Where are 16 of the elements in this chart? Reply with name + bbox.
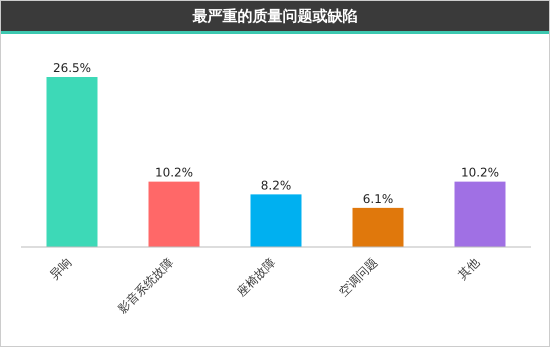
bar — [250, 194, 302, 247]
data-label: 10.2% — [460, 166, 500, 180]
chart-title: 最严重的质量问题或缺陷 — [192, 6, 358, 26]
x-tick-label: 异响 — [47, 255, 74, 282]
data-label: 10.2% — [154, 166, 194, 180]
x-tick-label: 影音系统故障 — [115, 255, 176, 316]
bar — [352, 208, 404, 247]
x-tick-label: 座椅故障 — [234, 255, 278, 300]
bar — [46, 77, 98, 247]
data-label: 6.1% — [362, 192, 394, 206]
bar — [148, 182, 200, 247]
data-label: 8.2% — [260, 178, 292, 192]
data-label: 26.5% — [52, 61, 92, 75]
x-tick-label: 其他 — [455, 255, 482, 282]
x-tick-label: 空调问题 — [336, 255, 380, 300]
bar — [454, 182, 506, 247]
